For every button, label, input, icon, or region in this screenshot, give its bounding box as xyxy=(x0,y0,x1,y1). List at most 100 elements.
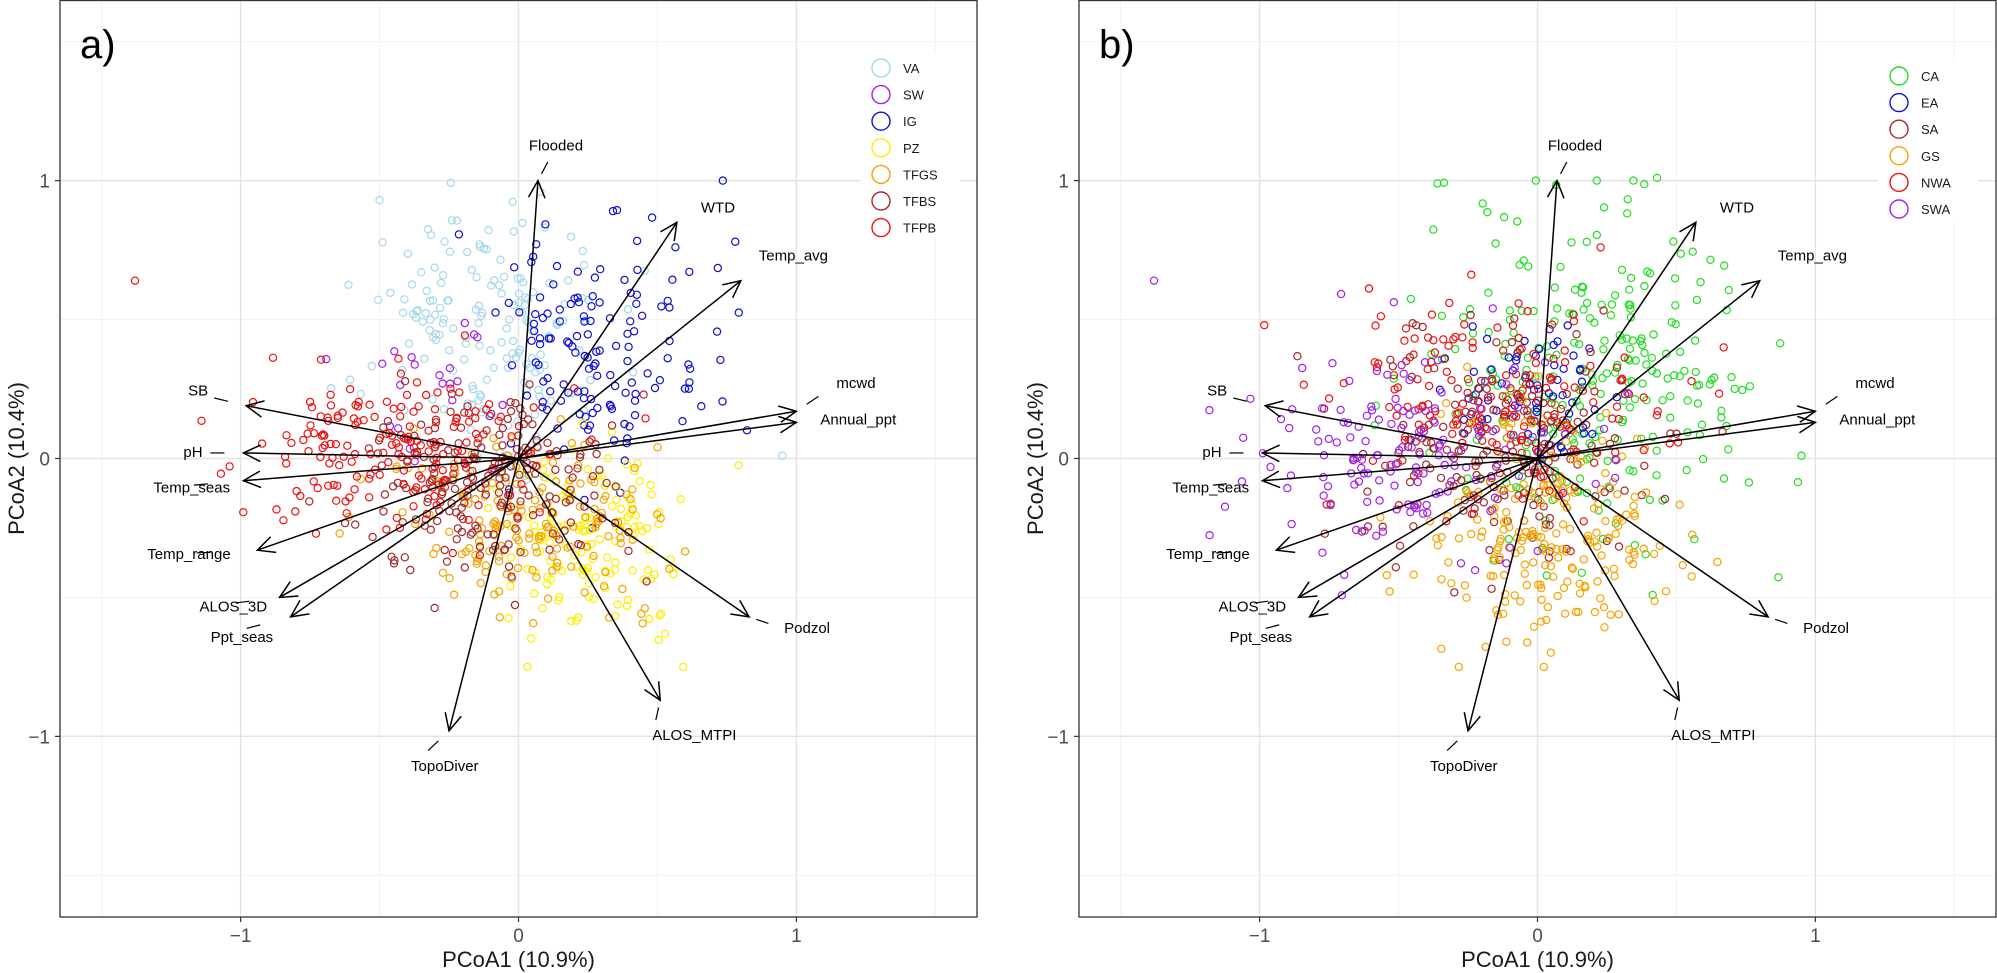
data-point xyxy=(1550,361,1559,370)
data-point xyxy=(1456,559,1466,568)
data-point xyxy=(417,464,427,473)
data-point xyxy=(1493,381,1503,390)
data-point xyxy=(1470,566,1480,575)
label-leader xyxy=(1233,397,1248,402)
data-point xyxy=(408,309,418,319)
data-point xyxy=(624,342,633,352)
data-point xyxy=(316,355,326,364)
data-point xyxy=(463,491,472,500)
data-point xyxy=(442,557,452,566)
data-point xyxy=(1386,467,1395,476)
data-point xyxy=(1586,361,1595,371)
data-point xyxy=(525,534,534,543)
data-point xyxy=(1498,609,1508,619)
data-point xyxy=(1437,644,1446,654)
data-point xyxy=(1610,434,1620,443)
data-point xyxy=(626,495,635,504)
data-point xyxy=(382,397,392,406)
data-point xyxy=(1441,399,1451,408)
data-point xyxy=(1425,517,1435,526)
data-point xyxy=(1466,529,1476,539)
data-point xyxy=(1523,406,1532,415)
data-point xyxy=(1423,365,1432,374)
data-point xyxy=(345,375,355,384)
data-point xyxy=(544,334,554,343)
data-point xyxy=(1438,422,1448,432)
data-point xyxy=(1719,474,1729,483)
data-point xyxy=(581,526,590,535)
data-point xyxy=(535,365,545,374)
data-point xyxy=(1636,434,1646,443)
data-point xyxy=(524,471,534,480)
data-point xyxy=(560,300,569,309)
data-point xyxy=(1393,403,1402,412)
data-point xyxy=(489,519,498,528)
data-point xyxy=(1575,401,1585,411)
data-point xyxy=(1570,285,1580,294)
data-point xyxy=(1421,406,1431,416)
data-point xyxy=(1696,277,1705,287)
data-point xyxy=(1474,426,1483,435)
data-point xyxy=(1617,265,1627,275)
vector-podzol xyxy=(1537,457,1769,618)
data-point xyxy=(538,397,548,407)
vector-arrowhead xyxy=(527,178,546,199)
data-point xyxy=(430,263,439,272)
data-point xyxy=(516,547,525,557)
data-point xyxy=(1434,451,1444,460)
data-point xyxy=(549,280,558,289)
data-point xyxy=(1671,301,1680,310)
data-point xyxy=(570,294,579,303)
data-point xyxy=(450,484,460,494)
data-point xyxy=(580,387,589,396)
data-point xyxy=(464,499,473,508)
data-point xyxy=(378,359,387,368)
data-point xyxy=(399,466,409,475)
data-point xyxy=(418,317,427,326)
data-point xyxy=(1652,446,1661,455)
data-point xyxy=(475,542,485,552)
data-point xyxy=(475,341,484,350)
data-point xyxy=(1427,310,1437,319)
data-point xyxy=(1451,416,1461,426)
label-leader xyxy=(235,600,250,604)
data-point xyxy=(1597,551,1606,560)
data-point xyxy=(514,421,524,431)
data-point xyxy=(445,346,454,355)
vector-arrowhead xyxy=(1741,279,1762,299)
data-point xyxy=(1562,389,1572,399)
vector-label: pH xyxy=(183,444,202,461)
label-leader xyxy=(1212,483,1227,486)
data-point xyxy=(570,551,579,560)
data-point xyxy=(630,396,640,405)
data-point xyxy=(540,457,549,466)
data-point xyxy=(496,255,505,264)
data-point xyxy=(1496,534,1505,544)
data-point xyxy=(657,302,666,311)
data-point xyxy=(400,553,409,562)
data-point xyxy=(606,370,615,380)
data-point xyxy=(599,582,609,591)
data-point xyxy=(1592,528,1601,537)
data-point xyxy=(1525,531,1535,541)
data-point xyxy=(1351,525,1361,535)
data-point xyxy=(616,504,626,514)
data-point xyxy=(486,346,495,355)
data-point xyxy=(1585,439,1594,448)
data-point xyxy=(1495,555,1504,565)
data-point xyxy=(513,274,523,283)
data-point xyxy=(1391,460,1401,469)
data-point xyxy=(476,390,485,399)
data-point xyxy=(364,444,373,453)
vector-temp_avg xyxy=(1537,280,1761,460)
data-point xyxy=(1558,391,1567,400)
data-point xyxy=(1613,490,1622,499)
data-point xyxy=(468,528,477,537)
data-point xyxy=(457,503,466,512)
data-point xyxy=(567,616,576,626)
data-point xyxy=(1367,402,1376,411)
data-point xyxy=(1513,217,1522,226)
data-point xyxy=(1571,607,1581,617)
data-point xyxy=(516,501,525,510)
data-point xyxy=(595,535,604,544)
